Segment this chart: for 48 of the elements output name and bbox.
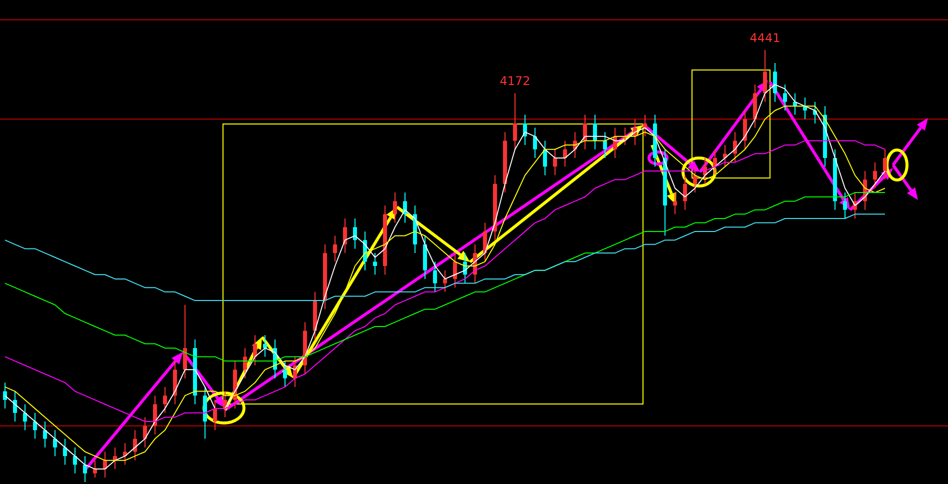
candlestick bbox=[3, 382, 7, 410]
candlestick bbox=[453, 252, 457, 288]
candlestick bbox=[133, 430, 137, 461]
candlestick bbox=[83, 456, 87, 482]
candlestick bbox=[353, 218, 357, 250]
candlestick bbox=[393, 192, 397, 224]
candlestick bbox=[93, 460, 97, 478]
candlestick bbox=[213, 399, 217, 431]
candlestick bbox=[153, 395, 157, 435]
candlestick bbox=[433, 261, 437, 292]
candlestick bbox=[643, 114, 647, 137]
candlestick bbox=[593, 114, 597, 150]
candlestick bbox=[723, 144, 727, 168]
annotation: 4441 bbox=[750, 31, 780, 45]
candlestick bbox=[743, 110, 747, 150]
candlestick bbox=[33, 412, 37, 440]
candlestick bbox=[843, 192, 847, 219]
candlestick bbox=[553, 148, 557, 176]
candlestick bbox=[43, 421, 47, 448]
candlestick bbox=[63, 438, 67, 466]
candlestick bbox=[673, 192, 677, 215]
annotation: 4172 bbox=[500, 74, 530, 88]
candlestick bbox=[783, 84, 787, 111]
candlestick bbox=[373, 252, 377, 276]
candlestick bbox=[883, 148, 887, 180]
candlestick bbox=[343, 218, 347, 254]
candlestick bbox=[253, 334, 257, 366]
candlestick bbox=[773, 62, 777, 102]
candlestick bbox=[13, 390, 17, 422]
candlestick bbox=[513, 92, 517, 150]
candlestick bbox=[713, 148, 717, 176]
candlestick bbox=[683, 174, 687, 210]
candlestick bbox=[543, 140, 547, 176]
candlestick bbox=[333, 235, 337, 262]
candlestick bbox=[533, 127, 537, 158]
candlestick bbox=[23, 404, 27, 431]
candlestick bbox=[693, 166, 697, 194]
candlestick bbox=[183, 304, 187, 379]
candlestick bbox=[243, 348, 247, 379]
candlestick bbox=[483, 222, 487, 262]
candlestick bbox=[603, 132, 607, 158]
candlestick bbox=[53, 430, 57, 457]
candlestick bbox=[163, 386, 167, 414]
candlestick bbox=[443, 270, 447, 292]
candlestick bbox=[733, 132, 737, 163]
candlestick bbox=[143, 416, 147, 448]
candlestick bbox=[763, 50, 767, 102]
candlestick bbox=[73, 446, 77, 474]
